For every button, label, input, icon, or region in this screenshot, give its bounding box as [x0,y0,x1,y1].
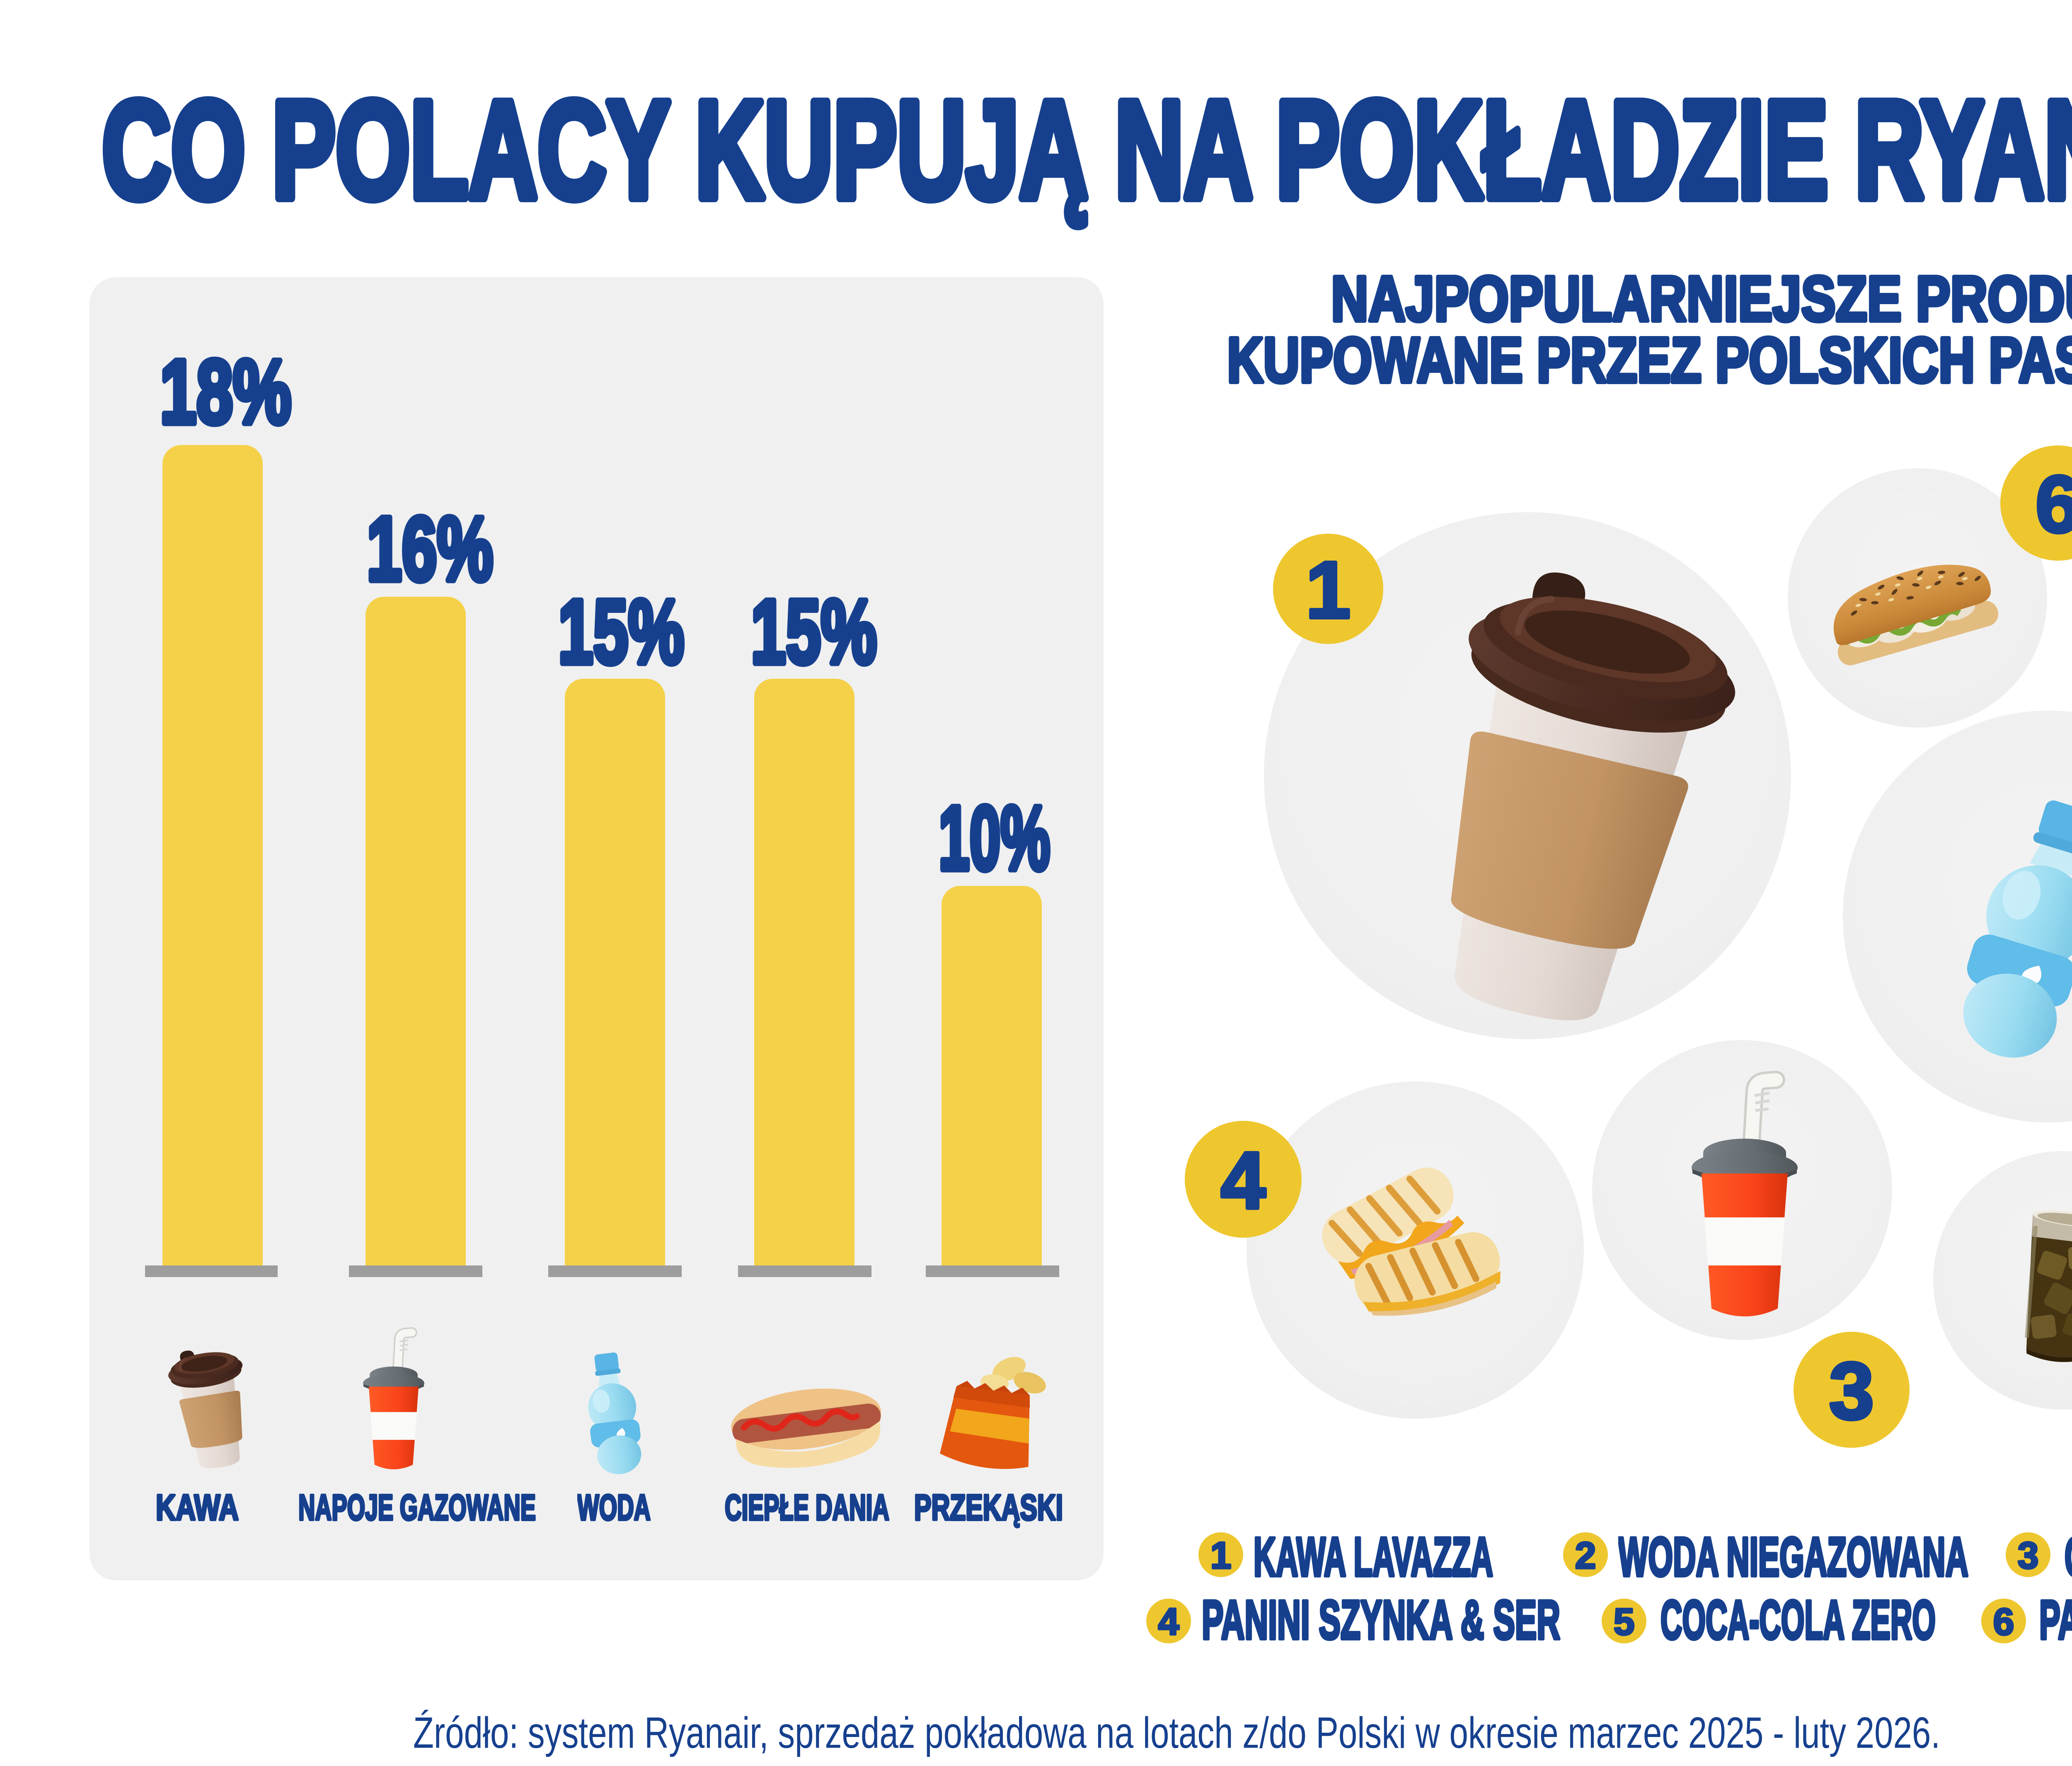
svg-text:15%: 15% [558,581,684,671]
svg-text:KAWA: KAWA [156,1488,239,1528]
svg-text:PRZEKĄSKI: PRZEKĄSKI [914,1488,1063,1528]
svg-text:1: 1 [1210,1535,1232,1577]
svg-text:PANINI SZYNKA & SER: PANINI SZYNKA & SER [1202,1589,1560,1651]
svg-text:2: 2 [1575,1535,1596,1577]
svg-text:NAPOJE GAZOWANE: NAPOJE GAZOWANE [298,1488,536,1528]
svg-text:6: 6 [1993,1601,2014,1643]
svg-text:4: 4 [1158,1601,1179,1643]
svg-text:1: 1 [1306,545,1351,635]
svg-text:15%: 15% [751,581,877,671]
svg-text:WODA NIEGAZOWANA: WODA NIEGAZOWANA [1618,1527,1968,1588]
svg-text:Źródło: system Ryanair, sprzed: Źródło: system Ryanair, sprzedaż pokłado… [413,1708,1940,1757]
svg-text:COCA-COLA: COCA-COLA [2065,1527,2072,1588]
svg-text:10%: 10% [939,788,1050,877]
svg-text:KAWA LAVAZZA: KAWA LAVAZZA [1254,1527,1493,1588]
svg-text:COCA-COLA ZERO: COCA-COLA ZERO [1661,1589,1936,1651]
svg-text:PANINI KURCZAK: PANINI KURCZAK [2039,1589,2072,1651]
svg-text:KUPOWANE PRZEZ POLSKICH PASAŻE: KUPOWANE PRZEZ POLSKICH PASAŻERÓW [1227,324,2072,396]
svg-text:CO POLACY KUPUJĄ NA POKŁADZIE: CO POLACY KUPUJĄ NA POKŁADZIE RYANAIR [102,72,2072,227]
svg-text:4: 4 [1221,1135,1266,1226]
svg-text:5: 5 [1614,1601,1635,1643]
svg-text:CIEPŁE DANIA: CIEPŁE DANIA [725,1488,889,1528]
svg-text:18%: 18% [160,341,291,431]
svg-text:6: 6 [2036,459,2072,549]
svg-text:NAJPOPULARNIEJSZE PRODUKTY: NAJPOPULARNIEJSZE PRODUKTY [1331,263,2072,334]
svg-text:16%: 16% [367,498,493,588]
svg-text:3: 3 [1829,1346,1874,1436]
svg-text:WODA: WODA [577,1488,651,1528]
svg-text:3: 3 [2018,1535,2039,1577]
